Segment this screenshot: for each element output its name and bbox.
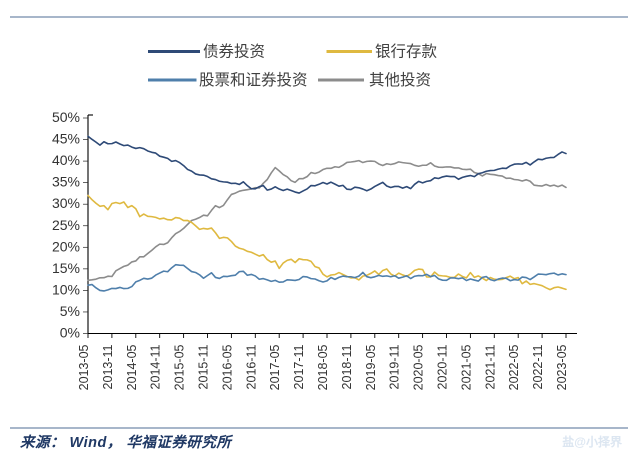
svg-text:2016-05: 2016-05: [220, 344, 234, 390]
svg-text:2018-05: 2018-05: [316, 344, 330, 390]
svg-text:45%: 45%: [52, 131, 80, 147]
svg-text:35%: 35%: [52, 174, 80, 190]
svg-text:2023-05: 2023-05: [555, 344, 569, 390]
svg-text:0%: 0%: [60, 325, 80, 341]
svg-text:15%: 15%: [52, 260, 80, 276]
svg-text:2021-05: 2021-05: [459, 344, 473, 390]
svg-text:来源： Wind， 华福证券研究所: 来源： Wind， 华福证券研究所: [20, 434, 233, 451]
svg-text:2014-05: 2014-05: [125, 344, 139, 390]
svg-text:2014-11: 2014-11: [149, 344, 163, 389]
svg-text:2013-11: 2013-11: [101, 344, 115, 389]
svg-text:50%: 50%: [52, 109, 80, 125]
svg-text:盐@小择界: 盐@小择界: [562, 434, 622, 449]
svg-text:股票和证券投资: 股票和证券投资: [199, 71, 308, 89]
svg-text:2020-11: 2020-11: [436, 344, 450, 389]
svg-text:2022-11: 2022-11: [531, 344, 545, 389]
svg-text:40%: 40%: [52, 152, 80, 168]
svg-text:2019-11: 2019-11: [388, 344, 402, 389]
svg-text:25%: 25%: [52, 217, 80, 233]
svg-text:2015-05: 2015-05: [173, 344, 187, 390]
svg-text:2017-11: 2017-11: [292, 344, 306, 389]
svg-text:2013-05: 2013-05: [77, 344, 91, 390]
svg-text:2022-05: 2022-05: [507, 344, 521, 390]
svg-text:20%: 20%: [52, 238, 80, 254]
svg-text:其他投资: 其他投资: [369, 71, 431, 89]
svg-text:2020-05: 2020-05: [412, 344, 426, 390]
svg-text:2019-05: 2019-05: [364, 344, 378, 390]
svg-text:2017-05: 2017-05: [268, 344, 282, 390]
svg-text:10%: 10%: [52, 281, 80, 297]
svg-text:银行存款: 银行存款: [375, 43, 438, 61]
svg-text:债券投资: 债券投资: [203, 43, 265, 61]
svg-text:2018-11: 2018-11: [340, 344, 354, 389]
svg-text:30%: 30%: [52, 195, 80, 211]
svg-text:5%: 5%: [60, 303, 80, 319]
svg-text:2016-11: 2016-11: [244, 344, 258, 389]
svg-text:2021-11: 2021-11: [483, 344, 497, 389]
svg-text:2015-11: 2015-11: [197, 344, 211, 389]
